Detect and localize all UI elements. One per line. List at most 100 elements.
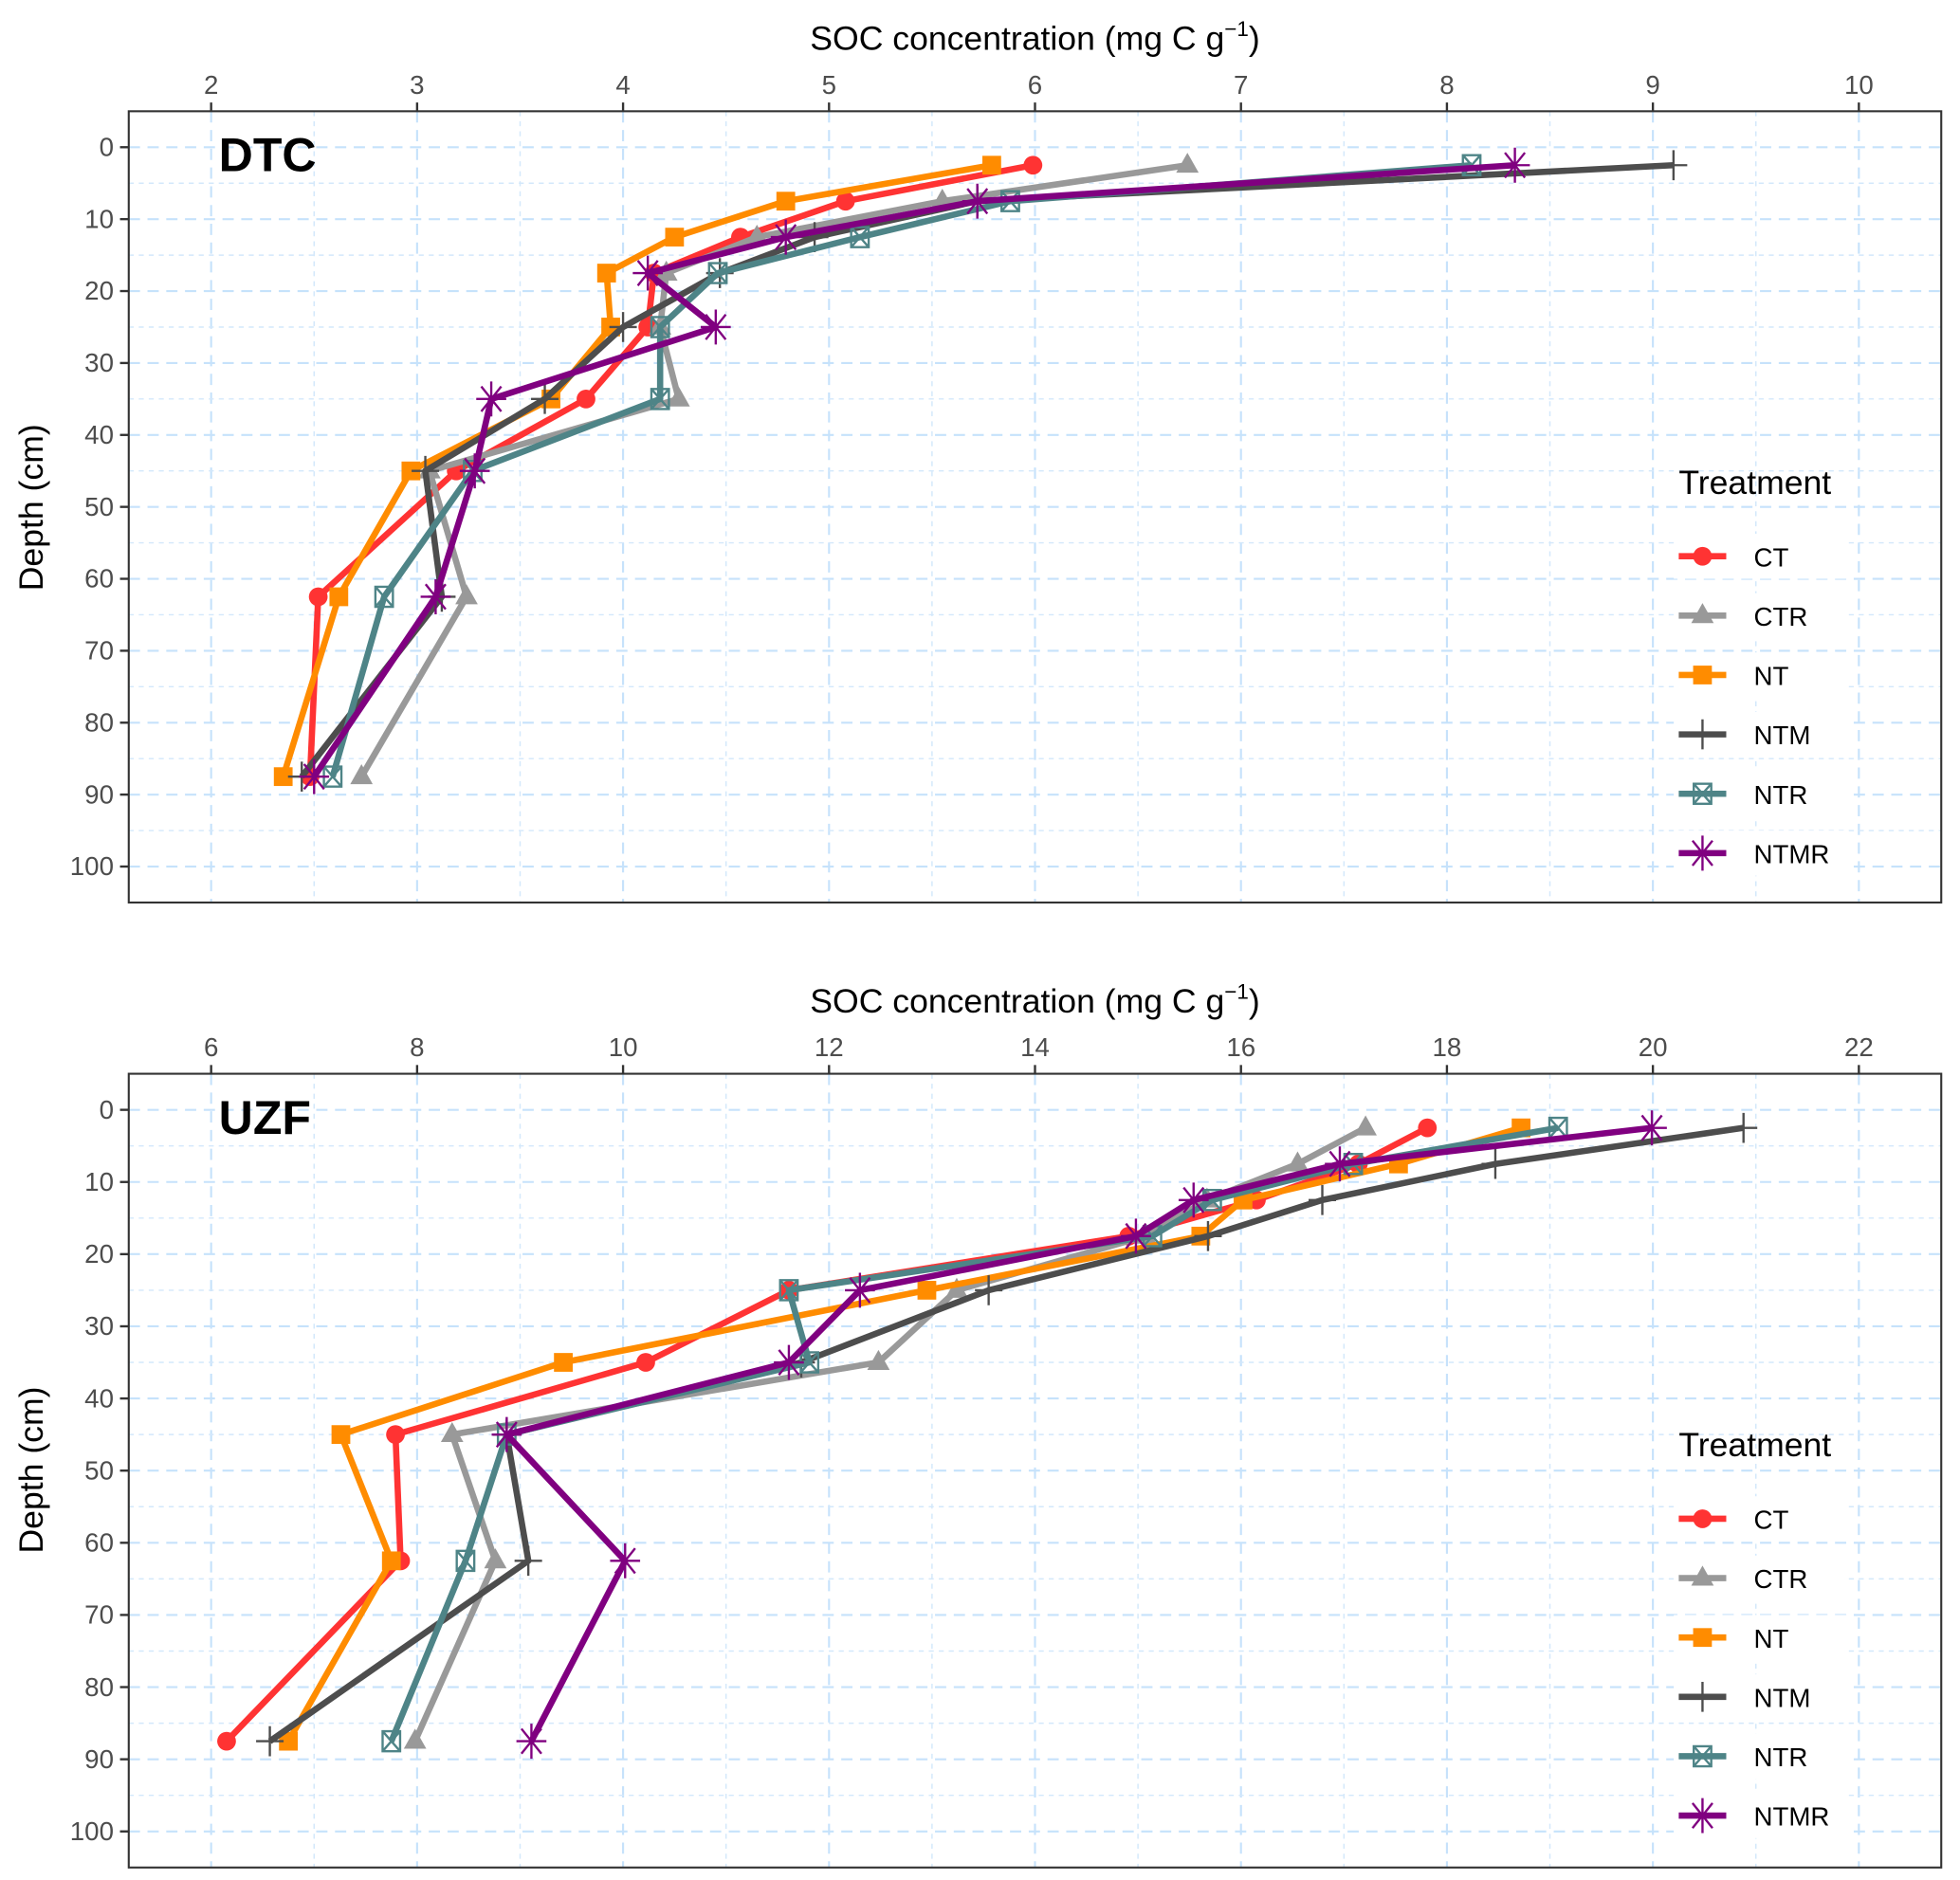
plus-marker xyxy=(1309,1184,1337,1215)
legend-label: NT xyxy=(1753,662,1788,691)
box-x-marker xyxy=(381,1729,402,1753)
box-x-marker xyxy=(779,1279,799,1302)
legend-item: CT xyxy=(1674,1496,1849,1542)
square-marker xyxy=(279,1731,299,1751)
triangle-marker xyxy=(484,1548,507,1569)
x-axis-title: SOC concentration (mg C g−1) xyxy=(810,17,1259,58)
y-axis: 0 10 20 30 40 50 60 70 80 90 100 xyxy=(70,1095,129,1846)
series-ntmr xyxy=(491,1110,1667,1760)
circle-marker xyxy=(308,587,328,607)
square-marker xyxy=(665,228,685,247)
series-ntmr xyxy=(299,147,1530,794)
square-marker xyxy=(1693,666,1713,684)
legend-title: Treatment xyxy=(1678,1426,1831,1464)
triangle-marker xyxy=(1354,1115,1377,1136)
asterisk-marker xyxy=(1687,1798,1718,1834)
plus-marker xyxy=(975,1275,1003,1305)
legend-item: CTR xyxy=(1674,1555,1849,1601)
box-x-marker xyxy=(322,765,343,788)
legend-label: CTR xyxy=(1753,1564,1807,1594)
series-layer xyxy=(273,147,1688,794)
square-marker xyxy=(982,155,1001,175)
box-x-marker xyxy=(707,262,728,284)
x-tick-label: 4 xyxy=(615,70,630,100)
asterisk-marker xyxy=(1499,147,1530,183)
asterisk-marker xyxy=(1121,1218,1151,1254)
x-tick-label: 8 xyxy=(410,1032,424,1062)
panel-label: UZF xyxy=(219,1091,311,1144)
x-tick-label: 18 xyxy=(1433,1032,1462,1062)
legend-item: CTR xyxy=(1674,593,1849,639)
y-axis: 0 10 20 30 40 50 60 70 80 90 100 xyxy=(70,133,129,881)
square-marker xyxy=(554,1353,573,1372)
triangle-marker xyxy=(1176,153,1200,173)
triangle-marker xyxy=(667,386,690,407)
x-tick-label: 3 xyxy=(410,70,424,100)
asterisk-marker xyxy=(632,255,663,291)
square-marker xyxy=(381,1551,401,1571)
y-tick-label: 10 xyxy=(84,204,114,233)
legend-label: NTMR xyxy=(1753,839,1829,868)
box-x-marker xyxy=(650,316,670,338)
legend-item: NT xyxy=(1674,1615,1849,1660)
y-tick-label: 90 xyxy=(84,779,114,809)
circle-marker xyxy=(217,1731,236,1751)
square-marker xyxy=(776,192,796,211)
legend-item: NT xyxy=(1674,652,1849,698)
circle-marker xyxy=(386,1425,405,1445)
legend-item: CT xyxy=(1674,533,1849,579)
y-tick-label: 0 xyxy=(100,133,114,162)
x-tick-label: 2 xyxy=(204,70,218,100)
square-marker xyxy=(331,1425,351,1445)
legend-item: NTM xyxy=(1674,711,1849,757)
x-tick-label: 6 xyxy=(204,1032,218,1062)
asterisk-marker xyxy=(420,579,451,614)
square-marker xyxy=(401,461,421,481)
triangle-marker xyxy=(1691,1565,1714,1586)
square-marker xyxy=(329,587,349,607)
asterisk-marker xyxy=(610,1542,641,1579)
y-tick-label: 30 xyxy=(84,348,114,377)
circle-marker xyxy=(835,192,855,211)
triangle-marker xyxy=(945,1277,968,1298)
triangle-marker xyxy=(1691,603,1714,624)
legend-item: NTMR xyxy=(1674,1793,1849,1838)
legend-label: CT xyxy=(1753,1506,1788,1535)
legend-label: NT xyxy=(1753,1624,1788,1653)
asterisk-marker xyxy=(516,1724,547,1760)
plus-marker xyxy=(531,384,559,414)
legend-title: Treatment xyxy=(1678,464,1831,502)
x-axis: 2 3 4 5 6 7 8 9 10 xyxy=(204,70,1874,112)
plus-marker xyxy=(1194,1221,1222,1251)
plus-marker xyxy=(609,312,637,342)
grid xyxy=(128,110,1942,903)
asterisk-marker xyxy=(701,309,731,345)
legend: Treatment CT CTR NT NTM NTR NTMR xyxy=(1674,464,1849,876)
plus-marker xyxy=(412,455,440,486)
x-tick-label: 22 xyxy=(1844,1032,1874,1062)
circle-marker xyxy=(577,389,595,409)
x-tick-label: 16 xyxy=(1226,1032,1255,1062)
asterisk-marker xyxy=(770,219,801,255)
legend-label: CT xyxy=(1753,542,1788,572)
y-tick-label: 40 xyxy=(84,1383,114,1413)
square-marker xyxy=(1693,1628,1713,1648)
x-tick-label: 10 xyxy=(1844,70,1874,100)
y-tick-label: 0 xyxy=(100,1095,114,1124)
box-x-marker xyxy=(455,1549,476,1573)
legend-item: NTM xyxy=(1674,1674,1849,1720)
asterisk-marker xyxy=(962,183,993,219)
plus-marker xyxy=(1688,1682,1716,1712)
square-marker xyxy=(917,1281,937,1300)
legend-label: CTR xyxy=(1753,602,1807,631)
panel-uzf: SOC concentration (mg C g−1) Depth (cm) … xyxy=(12,979,1943,1869)
x-tick-label: 12 xyxy=(815,1032,844,1062)
plus-marker xyxy=(1659,150,1688,181)
y-tick-label: 80 xyxy=(84,707,114,737)
legend-item: NTR xyxy=(1674,1733,1849,1780)
circle-marker xyxy=(1418,1118,1438,1138)
series-ct xyxy=(217,1118,1438,1751)
series-ntm xyxy=(287,150,1688,792)
square-marker xyxy=(596,264,616,283)
